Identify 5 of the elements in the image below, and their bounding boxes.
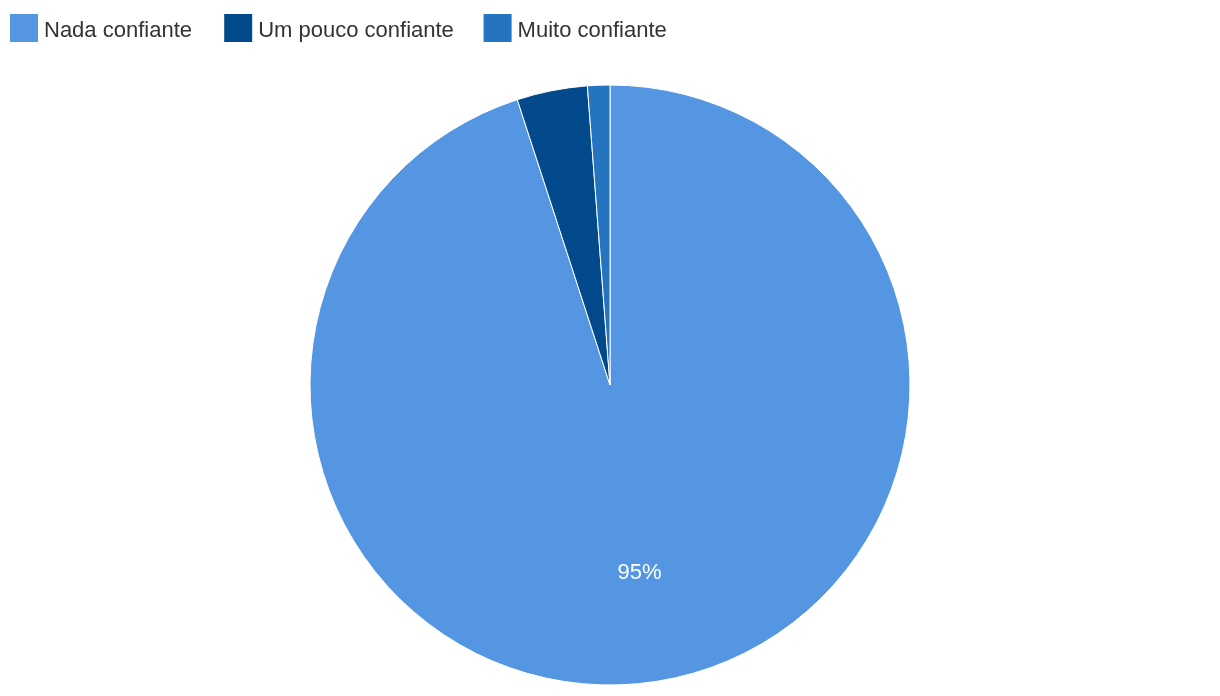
pie-slice: [309, 84, 911, 686]
legend-label: Nada confiante: [44, 16, 192, 42]
data-label: 95%: [617, 559, 662, 585]
legend-label: Muito confiante: [517, 16, 667, 42]
legend-label: Um pouco confiante: [258, 16, 454, 42]
